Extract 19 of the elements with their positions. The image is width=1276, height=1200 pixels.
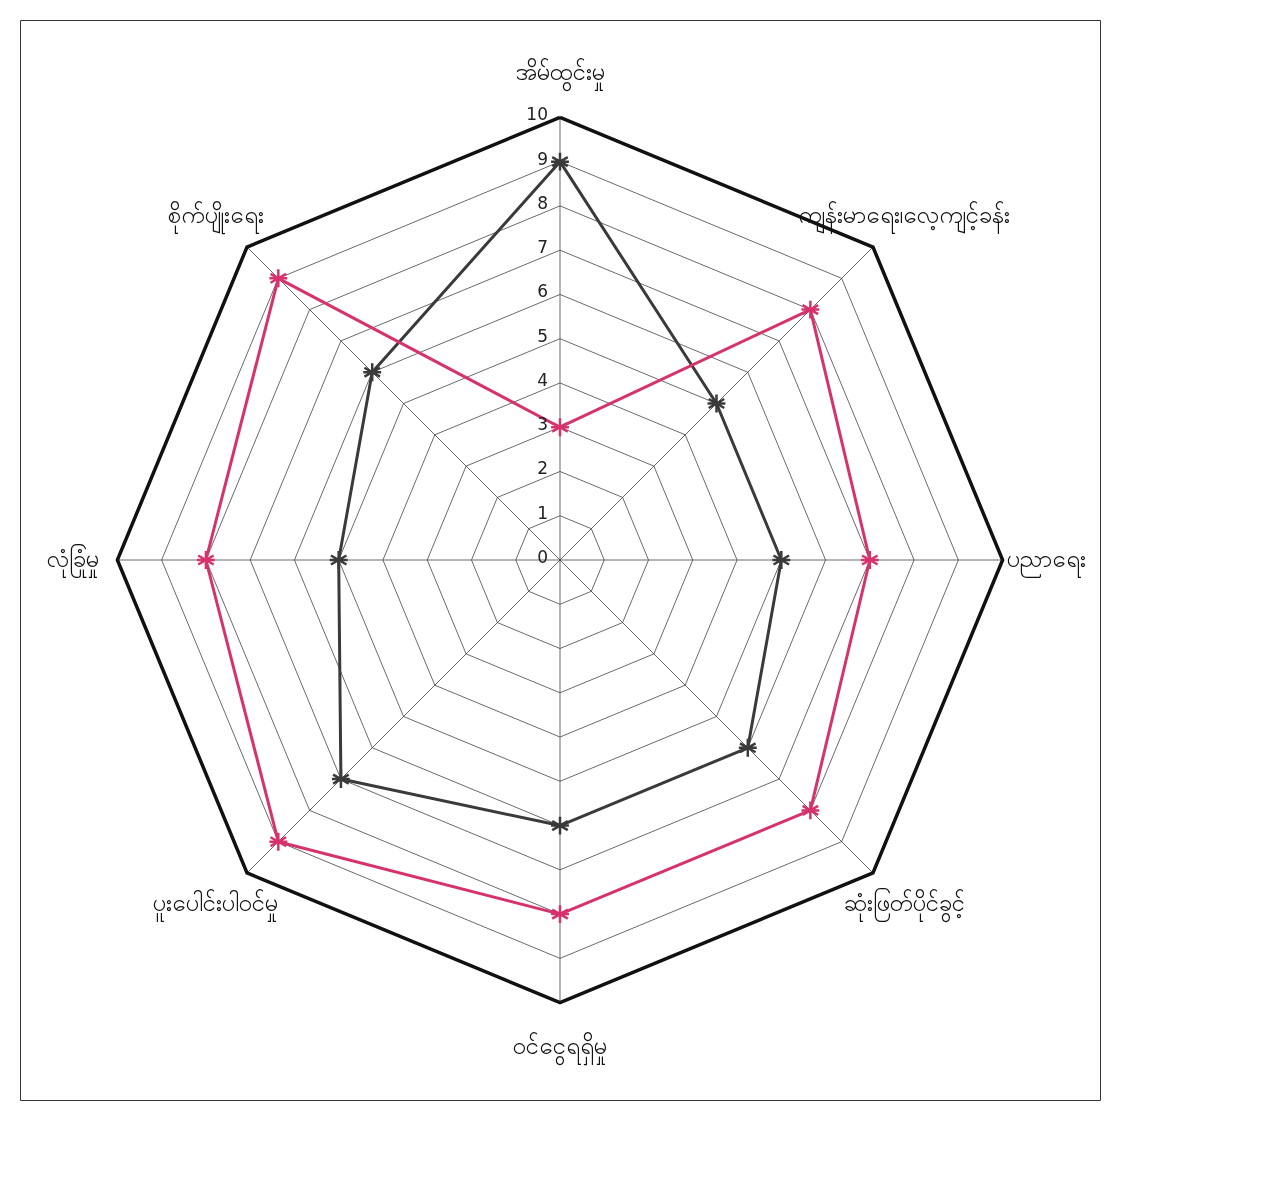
y-tick-label: 4: [537, 369, 548, 390]
y-tick-label: 2: [537, 458, 548, 479]
spoke-label: ပညာရေး: [1007, 545, 1087, 578]
spoke-label: ပူးပေါင်းပါဝင်မှု: [153, 888, 279, 923]
spoke-label: လုံခြုံမှု: [47, 543, 100, 578]
y-tick-label: 1: [537, 502, 548, 523]
y-tick-label: 8: [537, 192, 548, 213]
y-tick-label: 9: [537, 148, 548, 169]
y-tick-label: 5: [537, 325, 548, 346]
y-tick-label: 6: [537, 281, 548, 302]
y-tick-label: 0: [537, 547, 548, 567]
spoke-label: စိုက်ပျိုးရေး: [167, 199, 264, 235]
spoke-label: ကျန်းမာရေး၊လေ့ကျင့်ခန်း: [798, 199, 1011, 234]
y-tick-label: 7: [537, 237, 548, 258]
spoke-label: အိမ်ထွင်းမှု: [515, 57, 605, 93]
y-tick-label: 3: [537, 414, 548, 435]
spoke-label: ဝင်ငွေရရှိမှု: [513, 1030, 607, 1066]
y-tick-label: 10: [526, 104, 548, 125]
spoke-label: ဆုံးဖြတ်ပိုင်ခွင့်: [843, 887, 965, 924]
